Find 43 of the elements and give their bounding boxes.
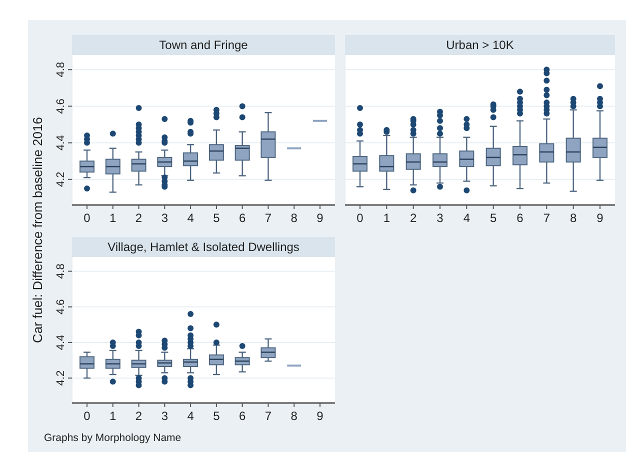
x-tick-label: 1	[383, 211, 390, 225]
chart-title: Urban > 10K	[446, 38, 514, 52]
y-tick-label: 4.8	[55, 62, 67, 78]
x-tick-label: 2	[135, 211, 142, 225]
x-tick-label: 2	[135, 409, 142, 423]
x-tick-label: 5	[213, 409, 220, 423]
chart-title: Town and Fringe	[159, 38, 248, 52]
y-tick-label: 4.4	[55, 135, 67, 150]
x-tick-label: 8	[290, 211, 298, 225]
x-tick-label: 0	[84, 211, 91, 225]
x-tick-label: 5	[213, 211, 220, 225]
y-tick-label: 4.6	[55, 98, 67, 114]
x-tick-label: 6	[516, 211, 524, 225]
y-axis-title: Car fuel: Difference from baseline 2016	[30, 117, 45, 343]
y-tick-label: 4.8	[55, 264, 67, 279]
x-tick-label: 3	[161, 409, 168, 423]
x-tick-label: 7	[264, 211, 272, 225]
x-tick-label: 2	[410, 211, 417, 225]
x-tick-label: 3	[161, 211, 168, 225]
x-tick-label: 0	[356, 211, 364, 225]
x-tick-label: 6	[238, 409, 246, 423]
x-tick-label: 1	[110, 211, 117, 225]
x-tick-label: 6	[238, 211, 246, 225]
x-tick-label: 9	[316, 409, 324, 423]
y-tick-label: 4.6	[55, 299, 67, 314]
x-tick-label: 5	[490, 211, 497, 225]
y-tick-label: 4.4	[55, 334, 67, 350]
y-tick-label: 4.2	[55, 370, 67, 386]
x-tick-label: 8	[570, 211, 577, 225]
x-tick-label: 4	[187, 409, 194, 423]
x-tick-label: 9	[596, 211, 604, 225]
x-tick-label: 4	[463, 211, 470, 225]
x-tick-label: 9	[316, 211, 324, 225]
chart-title: Village, Hamlet & Isolated Dwellings	[108, 240, 300, 254]
x-tick-label: 4	[187, 211, 194, 225]
x-tick-label: 0	[84, 409, 91, 423]
x-tick-label: 1	[110, 409, 117, 423]
x-tick-label: 8	[290, 409, 298, 423]
y-tick-label: 4.2	[55, 172, 67, 188]
x-tick-label: 7	[543, 211, 550, 225]
x-tick-label: 3	[436, 211, 444, 225]
x-tick-label: 7	[264, 409, 272, 423]
text: Graphs by Morphology Name	[44, 432, 182, 444]
